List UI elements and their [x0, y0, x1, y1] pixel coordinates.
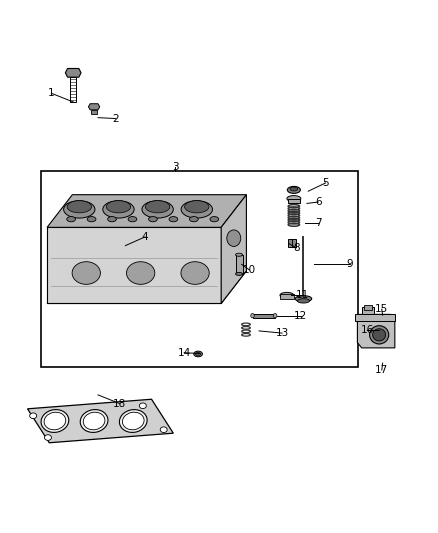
- Ellipse shape: [160, 427, 167, 433]
- Ellipse shape: [139, 403, 146, 409]
- Bar: [236, 255, 243, 274]
- Text: 7: 7: [315, 218, 321, 228]
- Ellipse shape: [210, 216, 219, 222]
- Bar: [253, 313, 275, 318]
- Ellipse shape: [127, 262, 155, 284]
- Bar: [364, 305, 372, 310]
- Ellipse shape: [273, 313, 277, 318]
- Bar: [280, 294, 294, 298]
- Ellipse shape: [120, 409, 147, 432]
- Ellipse shape: [195, 352, 201, 356]
- Ellipse shape: [45, 435, 51, 440]
- Ellipse shape: [41, 409, 69, 432]
- Ellipse shape: [83, 412, 105, 430]
- Ellipse shape: [251, 313, 254, 318]
- Text: 18: 18: [113, 399, 127, 409]
- Text: 3: 3: [172, 162, 179, 172]
- Ellipse shape: [67, 216, 75, 222]
- Ellipse shape: [181, 200, 212, 218]
- Ellipse shape: [80, 409, 108, 432]
- Ellipse shape: [287, 196, 301, 201]
- Ellipse shape: [145, 200, 170, 213]
- Text: 16: 16: [360, 325, 374, 335]
- Ellipse shape: [181, 262, 209, 284]
- Text: 1: 1: [48, 88, 55, 98]
- Ellipse shape: [169, 216, 178, 222]
- Ellipse shape: [297, 298, 310, 303]
- Ellipse shape: [280, 293, 294, 298]
- Bar: [92, 110, 97, 114]
- Ellipse shape: [108, 216, 117, 222]
- Polygon shape: [47, 228, 221, 303]
- Text: 6: 6: [315, 197, 321, 207]
- Ellipse shape: [370, 326, 389, 344]
- Ellipse shape: [236, 253, 243, 256]
- Ellipse shape: [123, 412, 144, 430]
- Text: 11: 11: [296, 290, 309, 300]
- Bar: [362, 306, 374, 314]
- Text: 5: 5: [322, 178, 329, 188]
- Text: 2: 2: [112, 114, 119, 124]
- Polygon shape: [28, 399, 173, 443]
- Ellipse shape: [72, 262, 100, 284]
- Ellipse shape: [67, 200, 92, 213]
- Polygon shape: [47, 195, 247, 228]
- Ellipse shape: [194, 351, 202, 357]
- Bar: [41, 171, 358, 367]
- Bar: [288, 199, 300, 204]
- Polygon shape: [221, 195, 247, 303]
- Ellipse shape: [44, 412, 66, 430]
- Text: 8: 8: [293, 243, 300, 253]
- Ellipse shape: [295, 296, 312, 302]
- Ellipse shape: [148, 216, 157, 222]
- Polygon shape: [65, 68, 81, 77]
- Text: 13: 13: [276, 328, 289, 338]
- Ellipse shape: [87, 216, 96, 222]
- Ellipse shape: [287, 187, 300, 193]
- Ellipse shape: [106, 200, 131, 213]
- Ellipse shape: [373, 329, 386, 341]
- Polygon shape: [88, 104, 100, 110]
- Text: 4: 4: [142, 232, 148, 242]
- Bar: [292, 239, 296, 247]
- Bar: [355, 314, 395, 321]
- Ellipse shape: [103, 200, 134, 218]
- Text: 17: 17: [375, 365, 389, 375]
- Ellipse shape: [128, 216, 137, 222]
- Text: 10: 10: [243, 265, 256, 275]
- Bar: [70, 77, 76, 102]
- Ellipse shape: [190, 216, 198, 222]
- Ellipse shape: [236, 272, 243, 276]
- Polygon shape: [357, 314, 395, 348]
- Text: 12: 12: [294, 311, 307, 321]
- Ellipse shape: [64, 200, 95, 218]
- Polygon shape: [47, 271, 247, 303]
- Ellipse shape: [185, 200, 209, 213]
- Bar: [288, 239, 292, 247]
- Ellipse shape: [30, 413, 37, 418]
- Text: 9: 9: [346, 260, 353, 269]
- Ellipse shape: [290, 187, 298, 191]
- Ellipse shape: [227, 230, 241, 246]
- Text: 15: 15: [375, 304, 389, 314]
- Text: 14: 14: [177, 348, 191, 358]
- Ellipse shape: [142, 200, 173, 218]
